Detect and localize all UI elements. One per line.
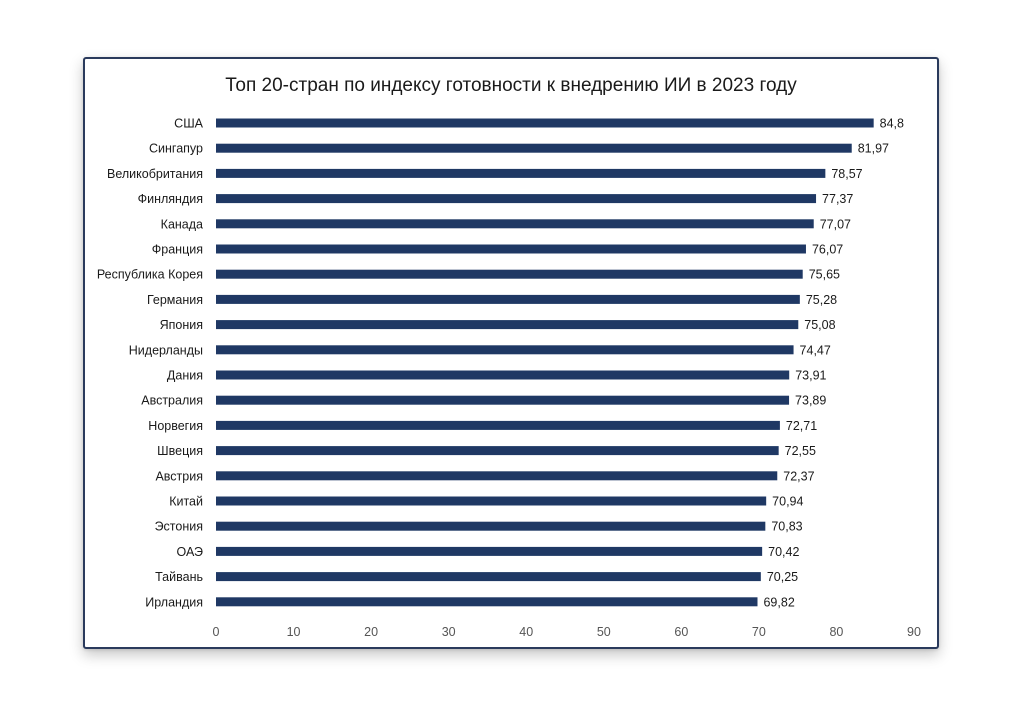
category-label: Республика Корея [97, 268, 203, 282]
category-label: Канада [161, 217, 203, 231]
category-label: Тайвань [155, 570, 203, 584]
bar [216, 320, 799, 330]
category-label: Швеция [157, 444, 203, 458]
category-label: Ирландия [145, 595, 203, 609]
value-label: 77,07 [820, 217, 851, 231]
bar [216, 572, 761, 582]
value-label: 70,83 [771, 520, 802, 534]
bar [216, 244, 806, 254]
category-label: Франция [152, 243, 203, 257]
bar [216, 118, 874, 128]
value-label: 75,28 [806, 293, 837, 307]
category-label: Норвегия [148, 419, 203, 433]
value-label: 73,89 [795, 394, 826, 408]
bar [216, 395, 790, 405]
x-tick-label: 90 [907, 625, 921, 639]
x-tick-label: 30 [442, 625, 456, 639]
value-label: 77,37 [822, 192, 853, 206]
value-label: 72,71 [786, 419, 817, 433]
category-label: Австрия [155, 469, 203, 483]
value-label: 75,65 [809, 268, 840, 282]
bar [216, 269, 803, 279]
value-label: 76,07 [812, 243, 843, 257]
chart-frame: Топ 20-стран по индексу готовности к вне… [83, 57, 939, 649]
category-label: ОАЭ [177, 545, 204, 559]
bar [216, 345, 794, 355]
bar [216, 168, 826, 178]
category-label: Япония [160, 318, 203, 332]
value-label: 81,97 [858, 142, 889, 156]
value-label: 74,47 [800, 343, 831, 357]
x-tick-label: 20 [364, 625, 378, 639]
chart-title: Топ 20-стран по индексу готовности к вне… [225, 75, 797, 96]
value-label: 69,82 [763, 595, 794, 609]
x-tick-label: 80 [829, 625, 843, 639]
x-tick-label: 60 [674, 625, 688, 639]
bar [216, 219, 814, 229]
x-axis-ticks: 0 10 20 30 40 50 60 70 80 90 [213, 625, 921, 639]
value-label: 75,08 [804, 318, 835, 332]
category-label: Финляндия [138, 192, 203, 206]
bars-group: США 84,8 Сингапур 81,97 Великобритания 78,57 Ф… [97, 117, 904, 610]
category-label: Австралия [141, 394, 203, 408]
bar [216, 370, 790, 380]
value-label: 84,8 [880, 117, 904, 131]
category-label: Эстония [155, 520, 203, 534]
category-label: Сингапур [149, 142, 203, 156]
category-label: Нидерланды [129, 343, 203, 357]
bar [216, 546, 763, 556]
bar [216, 521, 766, 531]
x-tick-label: 50 [597, 625, 611, 639]
bar-chart: Топ 20-стран по индексу готовности к вне… [97, 75, 921, 639]
value-label: 73,91 [795, 369, 826, 383]
value-label: 70,25 [767, 570, 798, 584]
value-label: 78,57 [831, 167, 862, 181]
category-label: Великобритания [107, 167, 203, 181]
category-label: Китай [169, 495, 203, 509]
value-label: 72,37 [783, 469, 814, 483]
category-label: Германия [147, 293, 203, 307]
bar [216, 194, 817, 204]
x-tick-label: 40 [519, 625, 533, 639]
x-tick-label: 10 [287, 625, 301, 639]
value-label: 70,94 [772, 495, 803, 509]
bar [216, 496, 767, 506]
category-label: США [174, 117, 203, 131]
x-tick-label: 70 [752, 625, 766, 639]
bar [216, 294, 800, 304]
bar [216, 471, 778, 481]
bar [216, 420, 780, 430]
value-label: 70,42 [768, 545, 799, 559]
bar [216, 446, 779, 456]
bar [216, 597, 758, 607]
x-tick-label: 0 [213, 625, 220, 639]
category-label: Дания [167, 369, 203, 383]
value-label: 72,55 [785, 444, 816, 458]
bar [216, 143, 852, 153]
